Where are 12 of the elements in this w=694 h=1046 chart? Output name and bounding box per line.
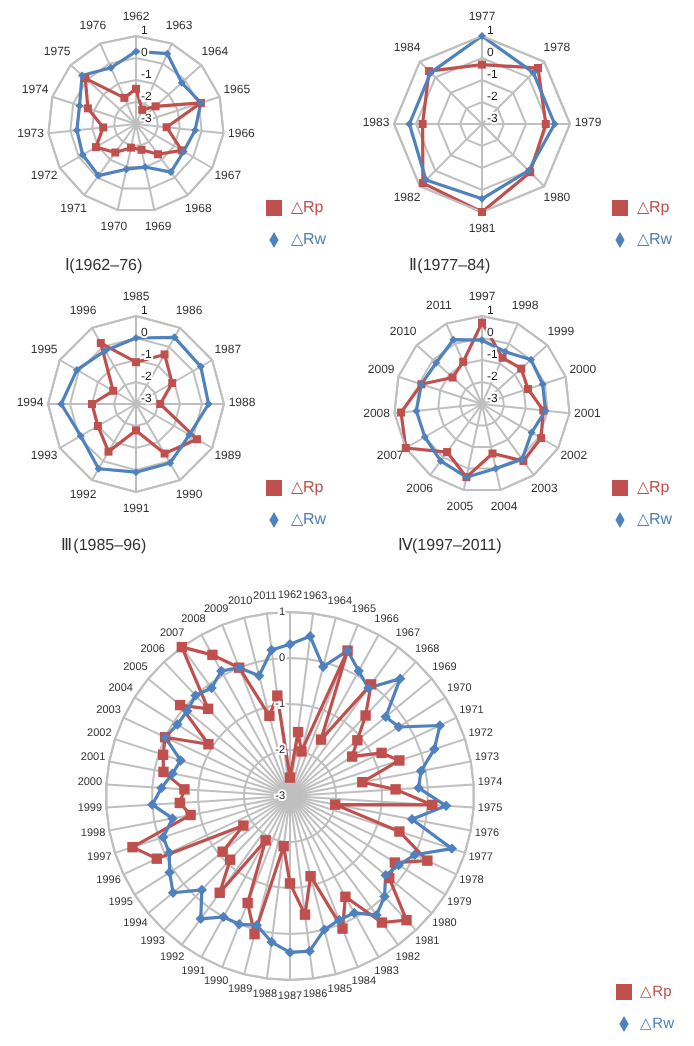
text: Ⅲ(1985–96): [59, 536, 149, 558]
legend-label: △Rp: [290, 198, 324, 216]
text: Ⅱ(1977–84): [407, 256, 493, 278]
legend-label: △Rp: [290, 478, 324, 496]
legend-label: △Rw: [290, 230, 326, 248]
legend-label: △Rw: [636, 510, 672, 528]
legend-label: △Rw: [290, 510, 326, 528]
legend-label: △Rp: [636, 478, 670, 496]
text: Ⅳ(1997–2011): [396, 536, 504, 558]
legend-label: △Rp: [636, 198, 670, 216]
text: Ⅰ(1962–76): [63, 256, 145, 278]
legend-label: △Rw: [636, 230, 672, 248]
